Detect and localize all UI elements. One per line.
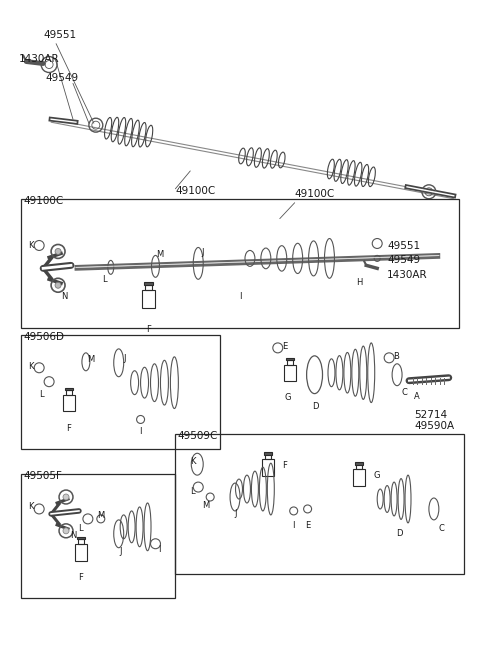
Text: 49100C: 49100C [295, 189, 335, 199]
Bar [284, 365, 296, 381]
Circle shape [63, 494, 69, 500]
Text: 1430AR: 1430AR [19, 54, 60, 64]
Text: L: L [190, 487, 195, 496]
Bar [356, 464, 362, 469]
Text: 49505F: 49505F [23, 471, 62, 481]
Text: 52714: 52714 [414, 409, 447, 420]
Bar [287, 359, 293, 365]
Text: I: I [292, 521, 295, 530]
Text: M: M [97, 511, 105, 520]
Text: F: F [282, 461, 287, 470]
Text: L: L [102, 276, 107, 284]
Text: K: K [28, 362, 34, 371]
Bar [286, 358, 294, 360]
Bar [353, 469, 365, 486]
Bar [63, 395, 75, 411]
Text: 49551: 49551 [387, 241, 420, 251]
Text: M: M [156, 251, 163, 260]
Text: K: K [28, 502, 34, 511]
Text: 49549: 49549 [45, 73, 78, 83]
Text: 49100C: 49100C [23, 195, 63, 206]
Text: 49509C: 49509C [178, 432, 218, 441]
Text: J: J [235, 509, 237, 518]
Text: G: G [285, 393, 291, 401]
Text: I: I [139, 428, 142, 436]
Text: N: N [61, 292, 67, 301]
Text: 49551: 49551 [43, 30, 76, 40]
Text: C: C [439, 524, 444, 533]
Circle shape [63, 528, 69, 534]
Bar [265, 454, 271, 459]
Text: 49100C: 49100C [175, 186, 216, 196]
Text: K: K [190, 457, 196, 466]
Text: J: J [123, 354, 126, 363]
Text: I: I [158, 544, 161, 554]
Text: J: J [120, 546, 122, 556]
Text: G: G [373, 471, 380, 480]
Text: A: A [414, 392, 420, 401]
Bar [142, 290, 156, 308]
Bar [262, 459, 274, 476]
Text: L: L [39, 390, 44, 399]
Bar [145, 285, 152, 290]
Text: B: B [393, 352, 399, 361]
Bar [21, 474, 175, 598]
Text: J: J [201, 249, 204, 257]
Text: D: D [396, 529, 402, 538]
Circle shape [55, 249, 61, 255]
Bar [175, 434, 464, 573]
Text: F: F [146, 325, 151, 334]
Text: N: N [70, 531, 76, 540]
Bar [66, 390, 72, 395]
Text: E: E [282, 342, 287, 351]
Bar [355, 462, 363, 464]
Text: L: L [79, 524, 83, 533]
Bar [21, 199, 459, 328]
Text: K: K [28, 241, 34, 249]
Bar [75, 544, 87, 560]
Text: 49506D: 49506D [23, 332, 64, 342]
Text: M: M [87, 355, 95, 364]
Text: 49590A: 49590A [414, 421, 454, 432]
Bar [78, 539, 84, 544]
Circle shape [55, 282, 61, 288]
Text: I: I [239, 292, 241, 301]
Text: F: F [79, 573, 84, 582]
Bar [77, 537, 85, 539]
Bar [264, 452, 272, 455]
Text: C: C [401, 388, 407, 397]
Bar [144, 283, 153, 285]
Text: 1430AR: 1430AR [387, 270, 428, 280]
Text: F: F [67, 424, 72, 434]
Bar [65, 388, 73, 390]
Bar [21, 335, 220, 449]
Text: 49549: 49549 [387, 255, 420, 266]
Text: M: M [202, 501, 209, 510]
Text: H: H [356, 278, 362, 287]
Text: D: D [312, 401, 319, 411]
Text: E: E [305, 521, 310, 530]
